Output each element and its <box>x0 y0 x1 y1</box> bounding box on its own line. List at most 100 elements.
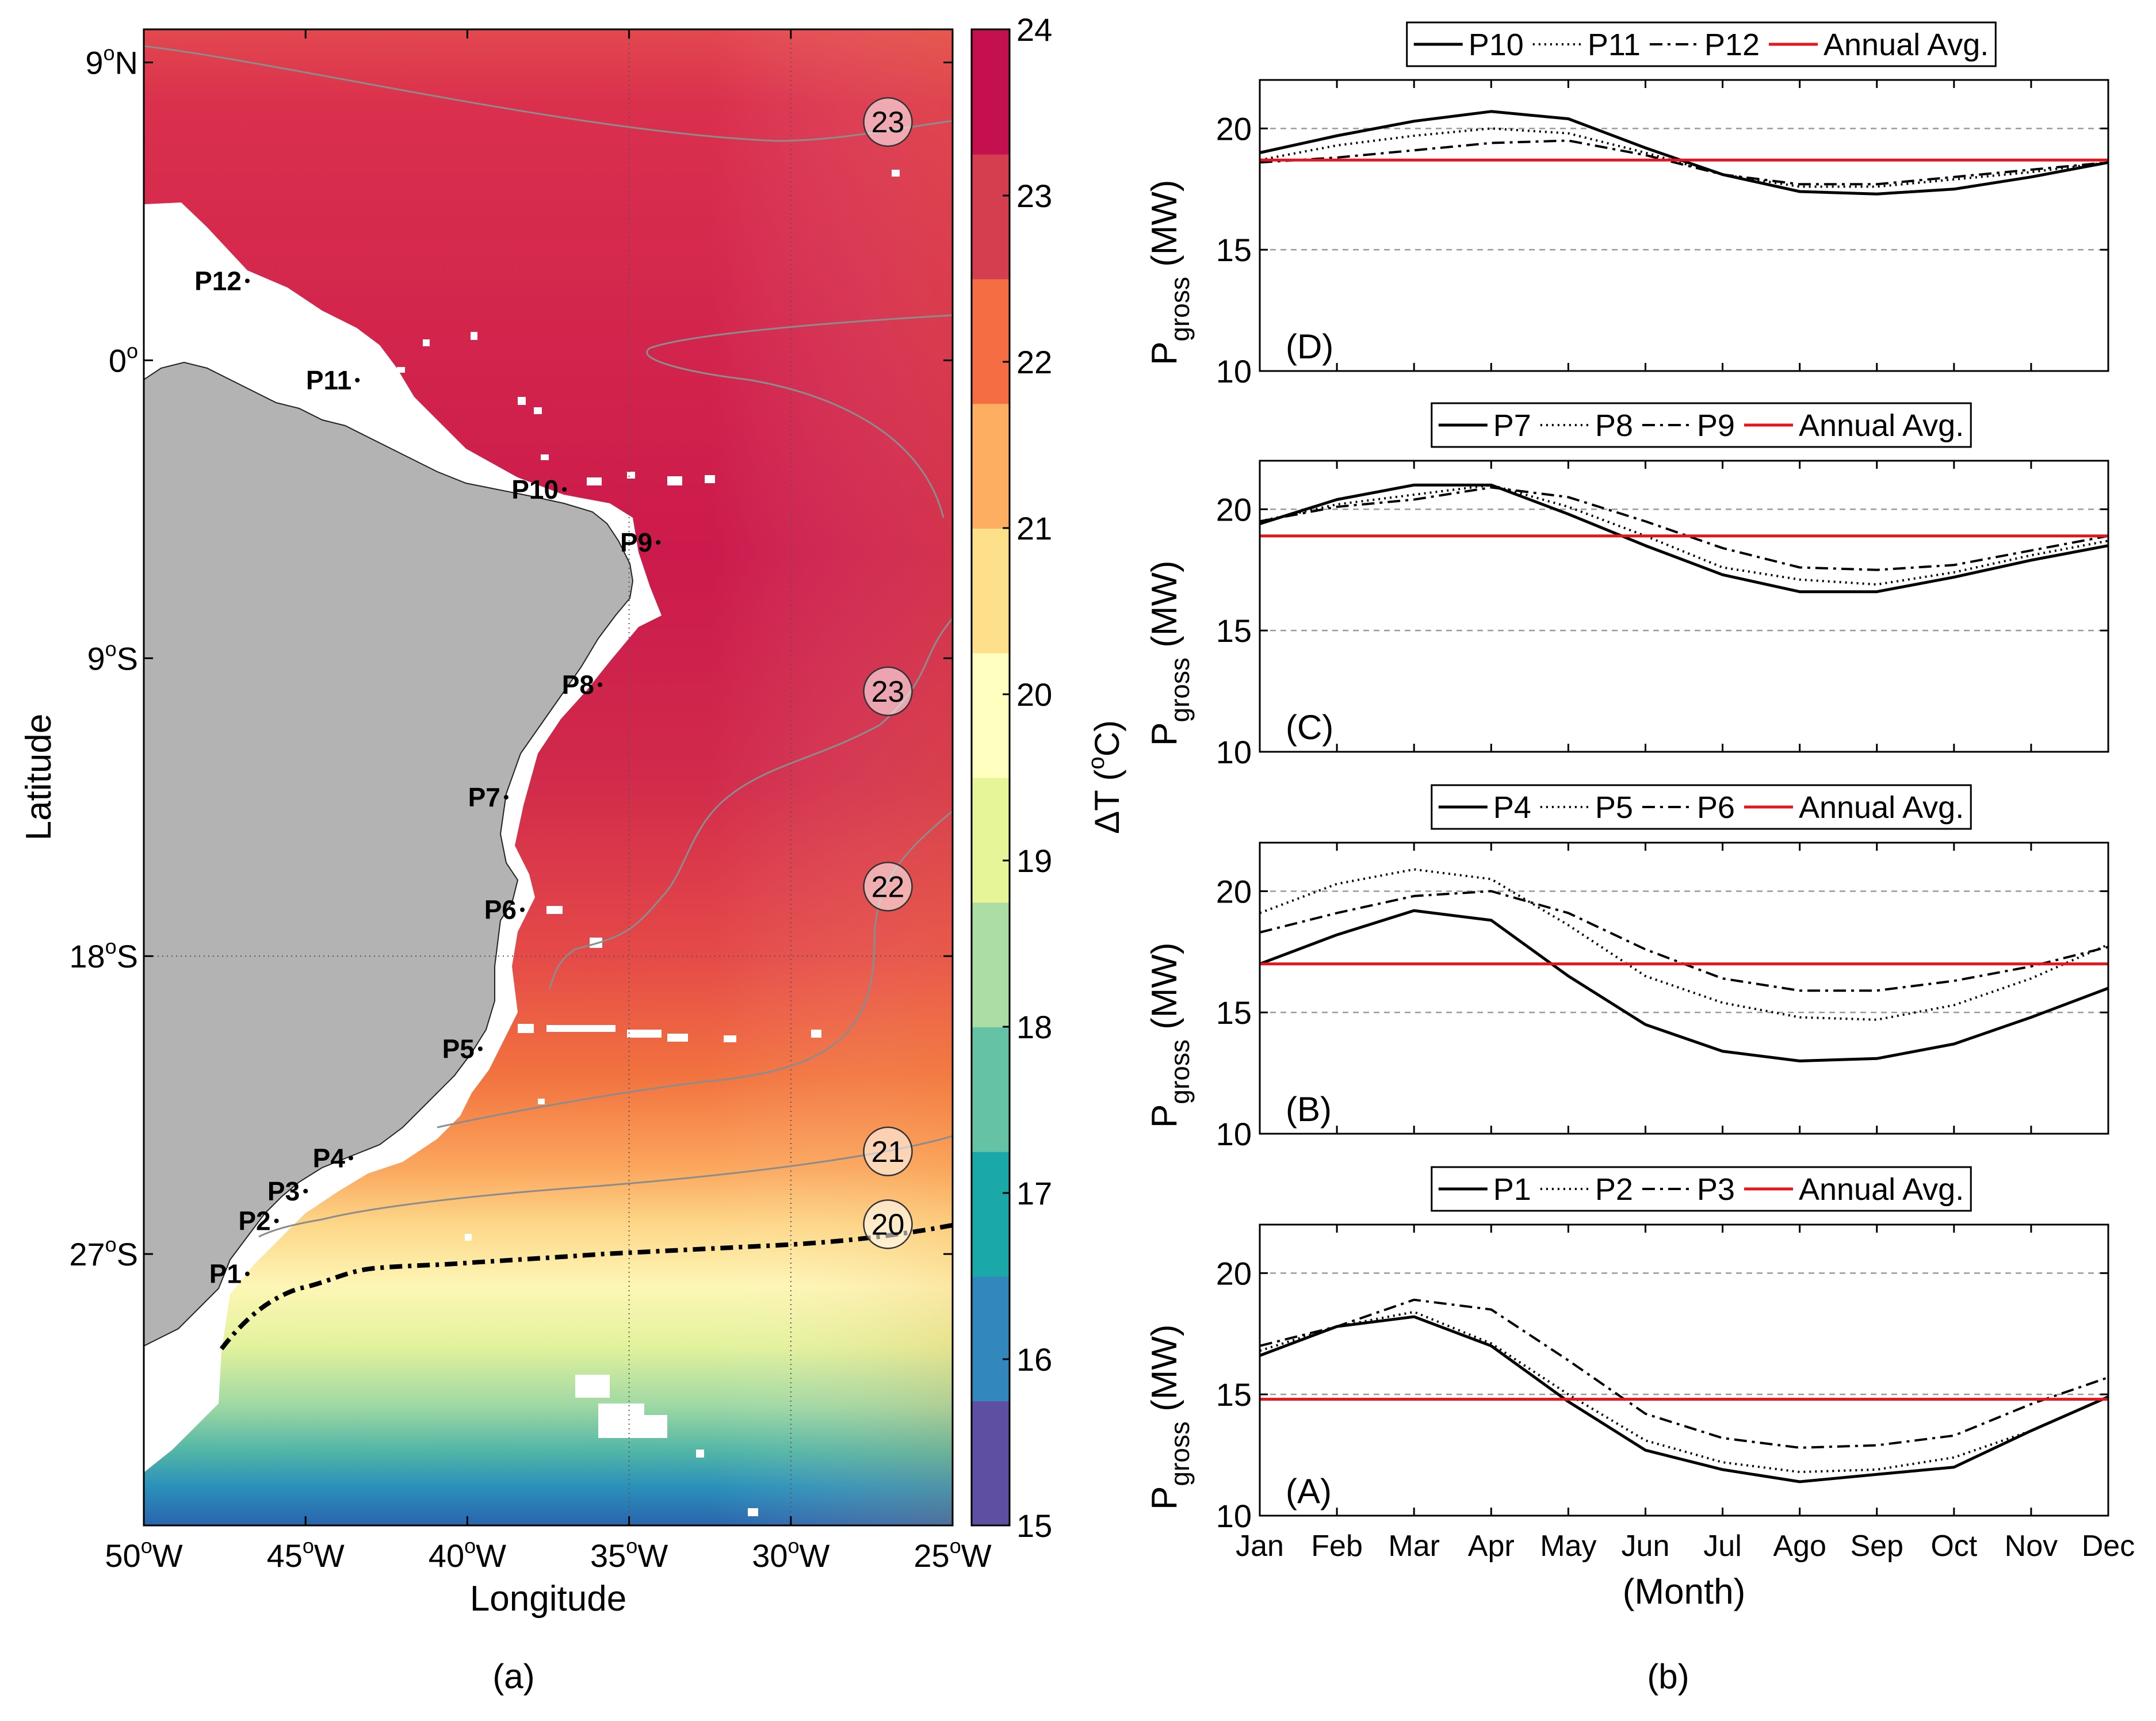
plot-frame <box>1259 79 2109 372</box>
x-tick-label: Dec <box>2082 1529 2135 1563</box>
chart-legend: P4 P5 P6 Annual Avg. <box>1431 784 1972 830</box>
chart-legend: P7 P8 P9 Annual Avg. <box>1431 402 1972 448</box>
site-label: P11 <box>306 365 351 395</box>
panel-label-a: (a) <box>492 1657 534 1696</box>
site-label: P7 <box>468 782 500 812</box>
x-tick-label: Apr <box>1468 1529 1515 1563</box>
map-y-tick-label: 27oS <box>69 1233 138 1272</box>
y-tick-label: 20 <box>1216 1255 1252 1291</box>
data-gap-patch <box>465 1234 472 1241</box>
colorbar-segment <box>972 528 1010 653</box>
colorbar-segment <box>972 1027 1010 1152</box>
colorbar-tick-label: 22 <box>1016 344 1052 380</box>
x-tick-label: Oct <box>1931 1529 1977 1563</box>
colorbar-tick-label: 15 <box>1016 1508 1052 1544</box>
site-marker <box>656 540 661 545</box>
y-tick-label: 15 <box>1216 995 1252 1031</box>
data-gap-patch <box>696 1450 704 1458</box>
legend-entry: P4 <box>1493 790 1531 825</box>
isotherm-label-text: 23 <box>871 675 905 709</box>
series-line-p5 <box>1259 868 2109 1021</box>
site-marker <box>274 1218 279 1223</box>
y-axis-label: Pgross (MW) <box>1145 1324 1195 1510</box>
site-label: P3 <box>267 1176 300 1206</box>
data-gap-patch <box>705 475 715 483</box>
legend-entry: P12 <box>1704 28 1760 62</box>
y-tick-label: 10 <box>1216 353 1252 389</box>
isotherm-label-circle <box>863 862 913 912</box>
site-label: P5 <box>442 1034 475 1064</box>
map-ylabel: Latitude <box>19 714 59 841</box>
site-marker <box>562 487 567 492</box>
data-gap-patch <box>748 1508 758 1516</box>
map-y-tick-label: 9oS <box>87 637 138 676</box>
site-point-p5: P5 <box>442 1034 483 1064</box>
series-line-p8 <box>1259 484 2109 586</box>
y-axis-label: Pgross (MW) <box>1145 560 1195 746</box>
plot-frame <box>1259 1223 2109 1517</box>
colorbar-segment <box>972 902 1010 1027</box>
x-tick-label: Jul <box>1703 1529 1741 1563</box>
site-label: P10 <box>511 475 559 504</box>
data-gap-patch <box>397 367 405 373</box>
x-tick-label: Nov <box>2005 1529 2058 1563</box>
site-marker <box>303 1188 308 1194</box>
x-tick-label: Sep <box>1850 1529 1903 1563</box>
data-gap-patch <box>667 1034 688 1042</box>
legend-entry: Annual Avg. <box>1799 790 1964 825</box>
plot-frame <box>1259 460 2109 753</box>
series-line-p4 <box>1259 909 2109 1062</box>
x-tick-label: Feb <box>1311 1529 1363 1563</box>
map-x-tick-label: 50oW <box>105 1534 182 1574</box>
power-charts: 10 15 20 (D) Pgross (MW) P10 P11 P12 Annual Avg.… <box>1145 21 2135 1696</box>
y-tick-label: 15 <box>1216 613 1252 649</box>
colorbar-tick-label: 20 <box>1016 676 1052 713</box>
plot-frame <box>1259 842 2109 1135</box>
site-marker <box>348 1156 353 1161</box>
data-gap-patch <box>541 454 549 460</box>
isotherm-label-text: 21 <box>871 1135 905 1169</box>
site-point-p4: P4 <box>313 1143 353 1173</box>
site-marker <box>520 907 525 912</box>
site-label: P12 <box>194 266 242 296</box>
legend-entry: P6 <box>1697 790 1735 825</box>
south-america-land <box>144 361 634 1347</box>
map-y-tick-label: 9oN <box>85 41 138 81</box>
isotherm-label-text: 20 <box>871 1208 905 1241</box>
x-tick-label: May <box>1540 1529 1596 1563</box>
isotherm-label-circle <box>863 1126 913 1176</box>
site-marker <box>503 795 509 800</box>
site-label: P2 <box>238 1206 270 1236</box>
isotherm-label-circle <box>863 666 913 717</box>
data-gap-patch <box>546 1025 616 1032</box>
map-x-tick-label: 30oW <box>752 1534 829 1574</box>
colorbar-tick-label: 18 <box>1016 1009 1052 1045</box>
y-tick-label: 20 <box>1216 110 1252 147</box>
y-tick-label: 15 <box>1216 232 1252 268</box>
colorbar-segment <box>972 652 1010 778</box>
site-label: P4 <box>313 1143 346 1173</box>
site-label: P1 <box>209 1259 242 1289</box>
isotherm-contour <box>258 1135 953 1238</box>
isotherm-20-dashed <box>219 1223 953 1351</box>
plot-area <box>1260 461 2108 752</box>
isotherm-label-circle <box>863 97 913 147</box>
colorbar-tick-label: 24 <box>1016 12 1052 48</box>
data-gap-patch <box>633 1415 667 1438</box>
colorbar: 15 16 17 18 19 20 21 22 23 24 ΔT (oC) <box>970 12 1126 1544</box>
site-label: P6 <box>484 895 517 925</box>
map-frame <box>143 28 954 1527</box>
map-x-tick-label: 40oW <box>429 1534 506 1574</box>
site-point-p10: P10 <box>511 475 567 504</box>
plot-area <box>1260 1225 2108 1516</box>
map-y-tick-label: 18oS <box>69 935 138 974</box>
colorbar-segment <box>972 29 1010 155</box>
colorbar-segment <box>972 1401 1010 1526</box>
map-x-tick-label: 45oW <box>267 1534 345 1574</box>
y-tick-label: 10 <box>1216 1498 1252 1534</box>
site-marker <box>244 278 250 284</box>
legend-entry: Annual Avg. <box>1799 1172 1964 1207</box>
data-gap-patch <box>724 1035 736 1042</box>
panel-tag: (C) <box>1286 708 1333 747</box>
colorbar-tick-label: 17 <box>1016 1175 1052 1211</box>
